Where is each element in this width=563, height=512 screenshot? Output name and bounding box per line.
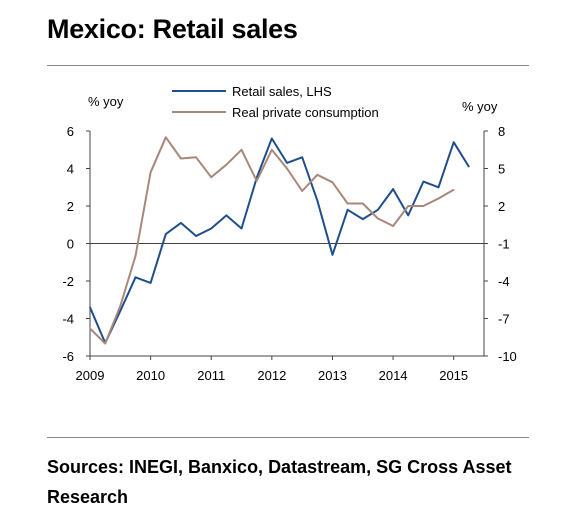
left-tick-label: 0 bbox=[67, 237, 74, 252]
right-tick-label: 2 bbox=[498, 199, 505, 214]
left-tick-label: 6 bbox=[67, 124, 74, 139]
x-tick-label: 2014 bbox=[379, 368, 408, 383]
data-point-retail-sales bbox=[452, 141, 455, 144]
line-chart: 6 4 2 0 -2 -4 -6 8 5 2 -1 -4 -7 -10 2009 2010 2011 2012 20… bbox=[62, 84, 516, 383]
data-point-private-consumption bbox=[452, 188, 455, 191]
left-tick-label: -2 bbox=[62, 274, 74, 289]
chart-title: Mexico: Retail sales bbox=[47, 14, 298, 44]
right-tick-label: -4 bbox=[498, 274, 510, 289]
data-point-private-consumption bbox=[437, 197, 440, 200]
data-point-retail-sales bbox=[164, 233, 167, 235]
data-point-retail-sales bbox=[89, 306, 91, 309]
data-point-retail-sales bbox=[468, 165, 470, 168]
x-tick-label: 2013 bbox=[318, 368, 347, 383]
data-point-private-consumption bbox=[301, 190, 303, 192]
data-point-retail-sales bbox=[407, 214, 410, 217]
data-point-retail-sales bbox=[346, 208, 349, 211]
data-point-retail-sales bbox=[377, 208, 379, 211]
right-tick-label: 5 bbox=[498, 162, 505, 177]
left-axis-unit: % yoy bbox=[88, 94, 124, 109]
data-point-private-consumption bbox=[210, 176, 213, 179]
data-point-private-consumption bbox=[346, 202, 349, 205]
data-point-retail-sales bbox=[286, 162, 288, 164]
title-divider bbox=[47, 65, 529, 66]
data-point-retail-sales bbox=[392, 188, 394, 190]
left-tick-label: 4 bbox=[67, 162, 74, 177]
data-point-retail-sales bbox=[180, 222, 182, 224]
data-point-private-consumption bbox=[104, 342, 106, 345]
data-point-retail-sales bbox=[331, 253, 334, 256]
series-line-private-consumption bbox=[89, 136, 455, 345]
legend-label-retail-sales: Retail sales, LHS bbox=[232, 84, 332, 99]
data-point-retail-sales bbox=[240, 227, 243, 230]
data-point-private-consumption bbox=[271, 148, 273, 151]
left-tick-label: 2 bbox=[67, 199, 74, 214]
data-point-retail-sales bbox=[195, 235, 197, 237]
data-point-private-consumption bbox=[134, 255, 137, 257]
right-tick-label: -10 bbox=[498, 349, 517, 364]
data-point-retail-sales bbox=[422, 180, 425, 183]
data-point-private-consumption bbox=[149, 171, 152, 174]
data-point-retail-sales bbox=[301, 156, 303, 159]
data-point-retail-sales bbox=[271, 137, 273, 140]
x-tick-label: 2010 bbox=[136, 368, 165, 383]
axes: 6 4 2 0 -2 -4 -6 8 5 2 -1 -4 -7 -10 2009 2010 2011 2012 20… bbox=[62, 94, 516, 383]
x-tick-label: 2009 bbox=[76, 368, 105, 383]
data-point-private-consumption bbox=[392, 225, 394, 227]
data-point-private-consumption bbox=[180, 157, 182, 160]
data-point-retail-sales bbox=[225, 214, 228, 217]
data-point-retail-sales bbox=[210, 227, 213, 230]
x-tick-label: 2015 bbox=[439, 368, 468, 383]
right-axis-unit: % yoy bbox=[462, 99, 498, 114]
left-tick-label: -6 bbox=[62, 349, 74, 364]
data-point-private-consumption bbox=[407, 205, 410, 207]
series bbox=[89, 136, 470, 345]
left-tick-label: -4 bbox=[62, 312, 74, 327]
data-point-retail-sales bbox=[149, 282, 152, 284]
data-point-private-consumption bbox=[195, 156, 197, 159]
data-point-private-consumption bbox=[422, 205, 425, 207]
right-tick-label: 8 bbox=[498, 124, 505, 139]
data-point-private-consumption bbox=[331, 181, 334, 184]
source-note: Sources: INEGI, Banxico, Datastream, SG … bbox=[47, 457, 512, 507]
data-point-retail-sales bbox=[361, 218, 364, 220]
data-point-retail-sales bbox=[134, 276, 137, 279]
data-point-retail-sales bbox=[316, 199, 319, 202]
legend-label-private-consumption: Real private consumption bbox=[232, 105, 379, 120]
data-point-retail-sales bbox=[119, 310, 122, 312]
right-tick-label: -7 bbox=[498, 312, 510, 327]
source-divider bbox=[47, 437, 529, 438]
data-point-private-consumption bbox=[89, 327, 91, 330]
data-point-private-consumption bbox=[225, 163, 228, 166]
series-line-retail-sales bbox=[89, 137, 470, 344]
x-tick-label: 2011 bbox=[197, 368, 225, 383]
legend: Retail sales, LHS Real private consumptio… bbox=[172, 84, 379, 120]
data-point-retail-sales bbox=[437, 186, 440, 189]
data-point-private-consumption bbox=[119, 305, 122, 307]
data-point-private-consumption bbox=[255, 180, 258, 182]
right-tick-label: -1 bbox=[498, 237, 510, 252]
data-point-private-consumption bbox=[377, 217, 379, 220]
data-point-private-consumption bbox=[286, 167, 288, 170]
x-tick-label: 2012 bbox=[257, 368, 286, 383]
data-point-private-consumption bbox=[164, 136, 167, 139]
data-point-private-consumption bbox=[240, 148, 243, 151]
data-point-private-consumption bbox=[316, 173, 319, 176]
data-point-private-consumption bbox=[361, 202, 364, 205]
